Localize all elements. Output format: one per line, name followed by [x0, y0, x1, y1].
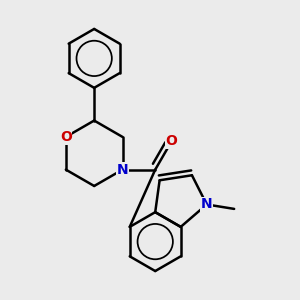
- Text: N: N: [117, 163, 128, 177]
- Text: N: N: [201, 197, 212, 212]
- Text: O: O: [60, 130, 72, 144]
- Text: O: O: [166, 134, 178, 148]
